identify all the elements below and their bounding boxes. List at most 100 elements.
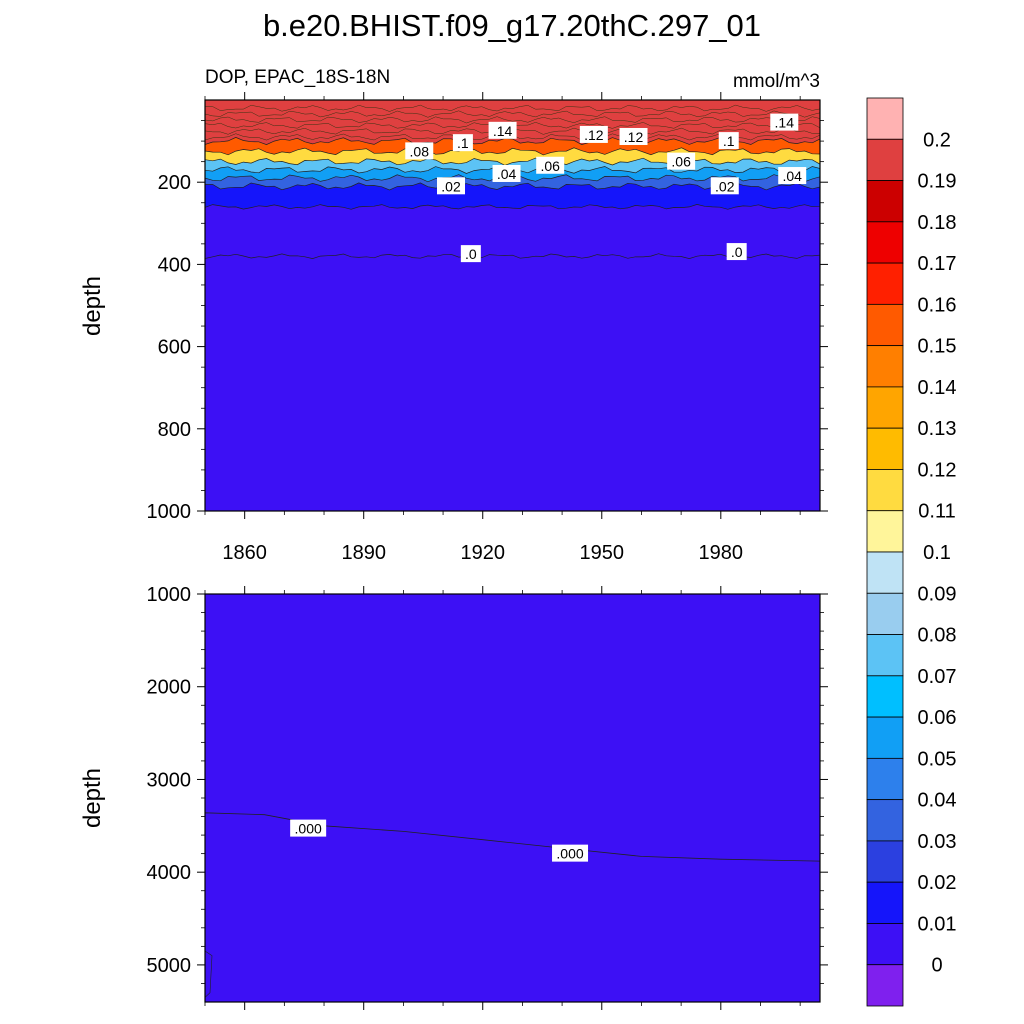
contour-label-box xyxy=(460,245,481,263)
upper-axes: 200 400 600 800 1000 1860 1890 1920 1950 1980 xyxy=(147,92,828,564)
lower-contour-label: .000 xyxy=(290,819,327,837)
contour-label-box xyxy=(710,177,739,195)
contour-label-box xyxy=(667,152,696,170)
colorbar-box xyxy=(866,799,904,842)
colorbar-box xyxy=(866,303,904,347)
upper-contour-label: .12 xyxy=(579,125,608,143)
colorbar-box xyxy=(866,634,904,677)
contour-label-text: .06 xyxy=(540,158,560,174)
upper-x-tick-label: 1920 xyxy=(460,542,505,564)
colorbar-box xyxy=(866,716,904,759)
lower-plot-frame xyxy=(204,593,821,1003)
upper-contour-label: .0 xyxy=(460,245,481,263)
upper-y-tick-label: 1000 xyxy=(147,501,192,523)
colorbar-box xyxy=(866,964,904,1007)
colorbar-label: 0.02 xyxy=(918,872,957,894)
colorbar-label: 0.15 xyxy=(918,336,957,358)
contour-label-text: .1 xyxy=(723,133,735,149)
upper-contour-label: .1 xyxy=(718,132,739,150)
upper-contour-fill xyxy=(205,100,820,511)
colorbar-box xyxy=(866,510,904,553)
upper-y-tick-label: 600 xyxy=(158,337,191,359)
colorbar-label: 0.2 xyxy=(923,129,951,151)
colorbar-box xyxy=(866,592,904,635)
contour-label-text: .02 xyxy=(441,178,461,194)
colorbar-box xyxy=(866,840,904,883)
contour-label-box xyxy=(770,113,799,131)
colorbar-box xyxy=(866,180,904,223)
colorbar-label: 0.07 xyxy=(918,666,957,688)
colorbar-box xyxy=(866,138,904,181)
contour-label-text: .14 xyxy=(493,123,513,139)
contour-label-box xyxy=(726,243,747,261)
contour-label-box xyxy=(290,819,327,837)
chart-title: b.e20.BHIST.f09_g17.20thC.297_01 xyxy=(263,8,761,43)
chart-units: mmol/m^3 xyxy=(733,71,820,92)
upper-y-tick-label: 400 xyxy=(158,254,191,276)
upper-contour-label: .08 xyxy=(405,142,434,160)
colorbar-label: 0.18 xyxy=(918,212,957,234)
colorbar-label: 0.1 xyxy=(923,542,951,564)
contour-label-text: .12 xyxy=(624,129,644,145)
colorbar-box xyxy=(866,262,904,305)
contour-label-text: .0 xyxy=(465,246,477,262)
contour-label-text: .04 xyxy=(497,166,517,182)
upper-panel: .08 .1 .14 .12 .12 .1 .14 .02 .04 .06 .06 .02 .04 .0.… xyxy=(79,92,828,564)
upper-x-tick-label: 1980 xyxy=(699,542,744,564)
contour-label-text: .0 xyxy=(731,244,743,260)
colorbar-box xyxy=(866,427,904,470)
colorbar-label: 0.08 xyxy=(918,625,957,647)
upper-contour-line xyxy=(205,116,820,124)
lower-axes: 1000 2000 3000 4000 5000 xyxy=(147,584,828,1010)
contour-label-box xyxy=(492,164,521,182)
colorbar-box xyxy=(866,675,904,718)
colorbar-label: 0.11 xyxy=(918,501,955,523)
colorbar-label: 0.12 xyxy=(918,460,957,482)
lower-contour-label: .000 xyxy=(552,844,589,862)
lower-contour-fill xyxy=(205,594,820,1002)
contour-label-text: .000 xyxy=(556,846,583,862)
upper-x-tick-label: 1950 xyxy=(580,542,625,564)
upper-contour-label: .04 xyxy=(492,164,521,182)
colorbar-label: 0.09 xyxy=(918,583,957,605)
contour-label-box xyxy=(778,167,807,185)
contour-label-text: .04 xyxy=(782,168,802,184)
contour-label-text: .1 xyxy=(457,135,469,151)
contour-label-box xyxy=(552,844,589,862)
colorbar-box xyxy=(866,221,904,264)
colorbar-label: 0.04 xyxy=(918,790,957,812)
chart-subtitle-left: DOP, EPAC_18S-18N xyxy=(205,67,390,88)
colorbar-box xyxy=(866,386,904,429)
colorbar-box xyxy=(866,97,904,140)
colorbar-box xyxy=(866,757,904,801)
contour-label-box xyxy=(579,125,608,143)
upper-contour-label: .02 xyxy=(437,177,465,195)
colorbar-label: 0.05 xyxy=(918,748,957,770)
upper-x-tick-label: 1890 xyxy=(341,542,386,564)
lower-y-axis-label: depth xyxy=(79,768,106,828)
upper-y-tick-label: 800 xyxy=(158,419,191,441)
lower-y-tick-label: 4000 xyxy=(147,862,192,884)
colorbar-label: 0.06 xyxy=(918,707,957,729)
upper-plot-frame xyxy=(204,99,821,512)
upper-contour-label: .12 xyxy=(619,127,648,145)
upper-contour-label: .1 xyxy=(452,134,473,152)
colorbar-box xyxy=(866,923,904,966)
contour-label-box xyxy=(452,134,473,152)
upper-contour-label: .04 xyxy=(778,167,807,185)
contour-label-text: .08 xyxy=(410,143,430,159)
contour-label-box xyxy=(536,156,565,174)
colorbar-box xyxy=(866,469,904,512)
upper-contour-labels: .08 .1 .14 .12 .12 .1 .14 .02 .04 .06 .06 .02 .04 .0.… xyxy=(405,113,807,263)
colorbar-box xyxy=(866,881,904,924)
contour-label-box xyxy=(437,177,465,195)
colorbar-label: 0.03 xyxy=(918,831,957,853)
contour-label-text: .14 xyxy=(775,115,795,131)
colorbar-label: 0.17 xyxy=(918,253,957,275)
upper-x-tick-label: 1860 xyxy=(222,542,267,564)
upper-contour-label: .0 xyxy=(726,243,747,261)
lower-y-tick-label: 3000 xyxy=(147,769,192,791)
colorbar-box xyxy=(866,551,904,594)
upper-contour-label: .06 xyxy=(536,156,565,174)
